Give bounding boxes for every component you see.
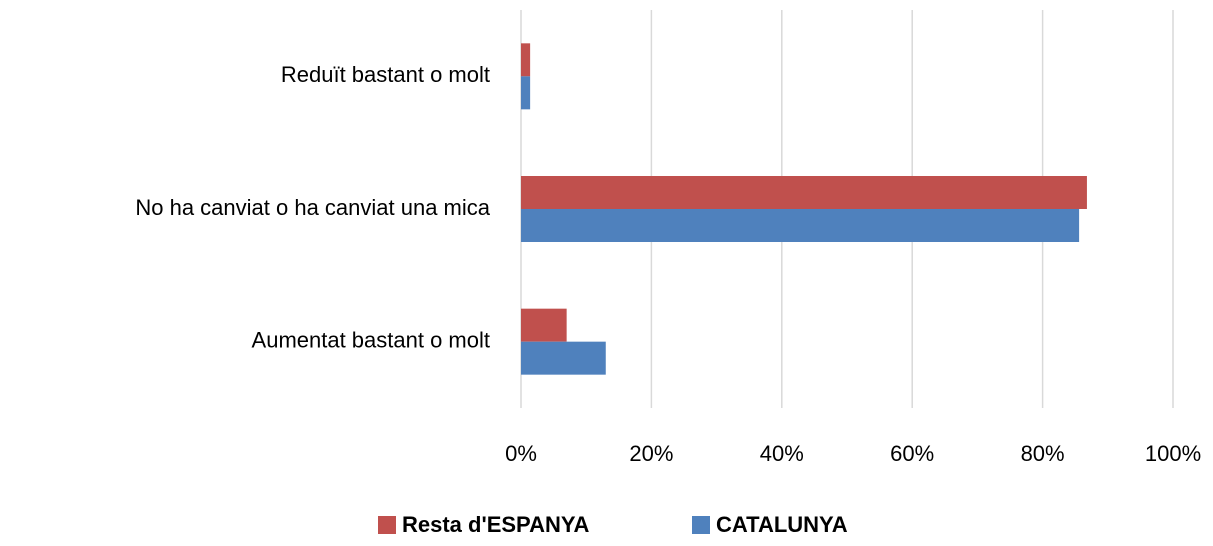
bar (521, 308, 567, 342)
x-tick-label: 60% (890, 441, 934, 466)
x-tick-label: 0% (505, 441, 537, 466)
bar (521, 341, 606, 375)
x-tick-label: 80% (1021, 441, 1065, 466)
y-tick-label: Aumentat bastant o molt (252, 327, 490, 352)
legend-label: Resta d'ESPANYA (402, 512, 590, 537)
y-tick-label: No ha canviat o ha canviat una mica (135, 195, 490, 220)
bar (521, 176, 1087, 209)
legend-label: CATALUNYA (716, 512, 848, 537)
bar (521, 209, 1080, 242)
bar (521, 43, 531, 77)
y-tick-label: Reduït bastant o molt (281, 62, 490, 87)
legend-swatch (692, 516, 710, 534)
legend-swatch (378, 516, 396, 534)
x-tick-label: 100% (1145, 441, 1201, 466)
x-tick-label: 40% (760, 441, 804, 466)
bar (521, 76, 531, 110)
x-tick-label: 20% (629, 441, 673, 466)
